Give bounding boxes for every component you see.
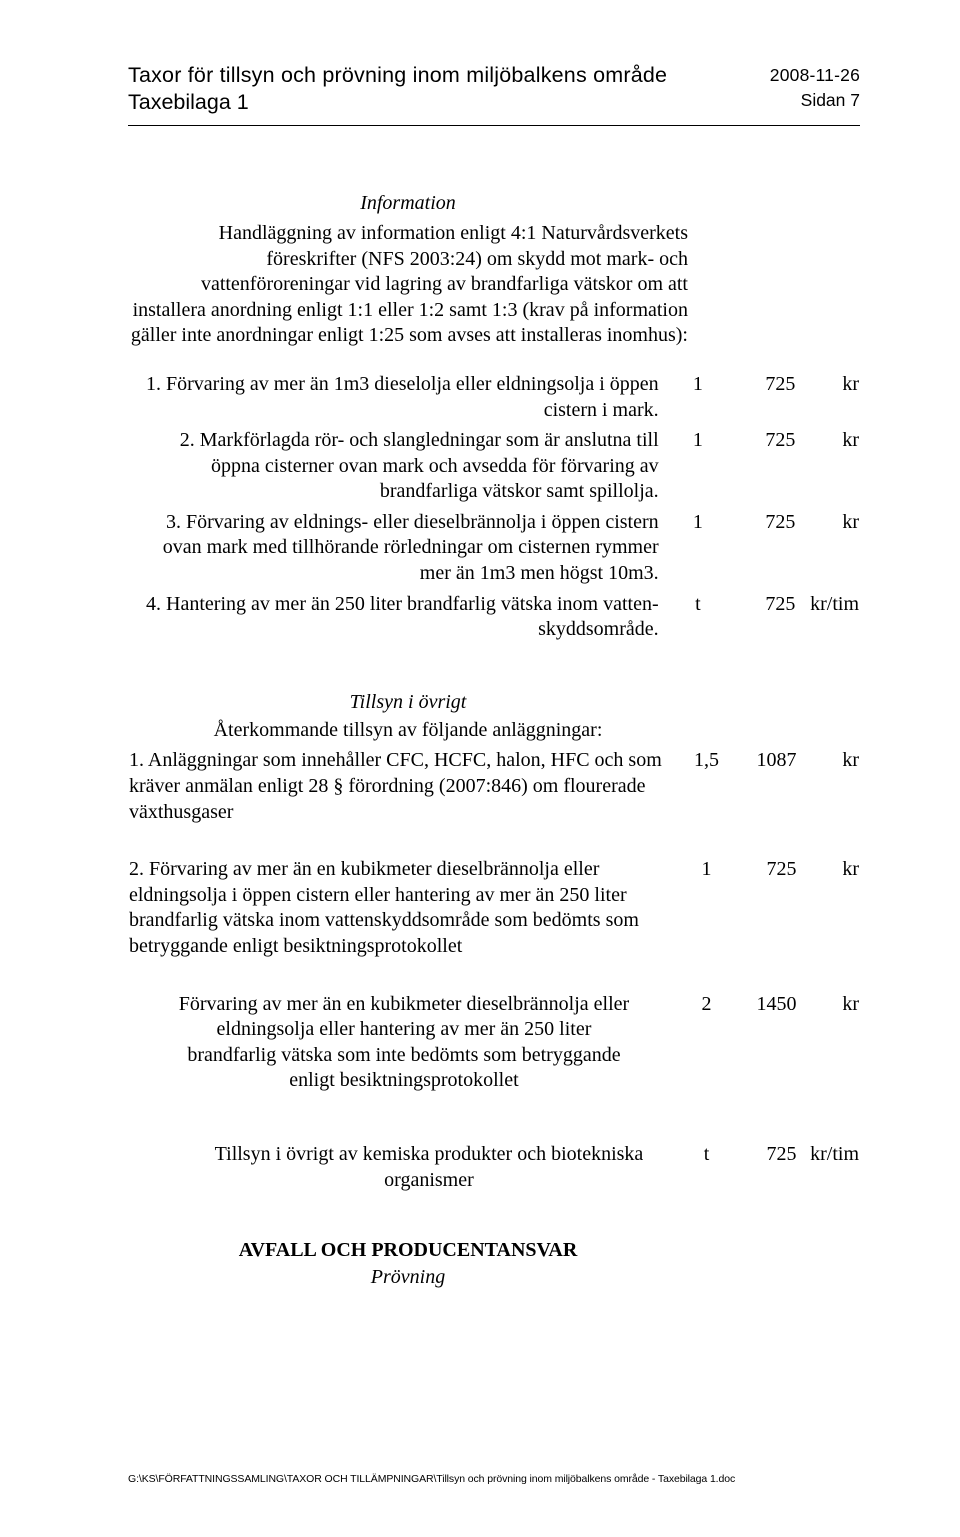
row-qty: 1	[669, 371, 728, 427]
row-text: 2. Markförlagda rör- och slangledningar …	[128, 427, 669, 509]
row-qty: t	[669, 591, 728, 647]
section-heading-tillsyn: Tillsyn i övrigt	[128, 691, 688, 714]
row-unit: kr	[798, 991, 860, 1098]
row-text: Förvaring av mer än en kubikmeter diesel…	[128, 991, 680, 1098]
row-amount: 725	[727, 427, 796, 509]
page-number: Sidan 7	[801, 90, 860, 111]
row-qty: t	[680, 1141, 733, 1197]
row-unit: kr	[796, 371, 860, 427]
table-row: 1. Anläggningar som innehåller CFC, HCFC…	[128, 747, 860, 829]
header-rule	[128, 125, 860, 126]
row-qty: 1,5	[680, 747, 733, 829]
row-amount: 725	[733, 1141, 797, 1197]
footer-path: G:\KS\FÖRFATTNINGSSAMLING\TAXOR OCH TILL…	[128, 1473, 735, 1485]
doc-date: 2008-11-26	[770, 62, 860, 86]
row-text: 1. Anläggningar som innehåller CFC, HCFC…	[128, 747, 680, 829]
doc-subtitle: Taxebilaga 1	[128, 90, 249, 115]
table-row: 3. Förvaring av eldnings- eller dieselbr…	[128, 509, 860, 591]
table-row: 4. Hantering av mer än 250 liter brandfa…	[128, 591, 860, 647]
row-qty: 1	[669, 509, 728, 591]
intro-paragraph: Handläggning av information enligt 4:1 N…	[128, 221, 688, 349]
row-text: Tillsyn i övrigt av kemiska produkter oc…	[128, 1141, 680, 1197]
doc-title: Taxor för tillsyn och prövning inom milj…	[128, 62, 667, 90]
section-heading-provning: Prövning	[128, 1266, 688, 1289]
row-qty: 1	[680, 856, 733, 963]
table-row: 1. Förvaring av mer än 1m3 dieselolja el…	[128, 371, 860, 427]
section-heading-avfall: AVFALL OCH PRODUCENTANSVAR	[128, 1239, 688, 1262]
row-text: 4. Hantering av mer än 250 liter brandfa…	[128, 591, 669, 647]
row-text: 3. Förvaring av eldnings- eller dieselbr…	[128, 509, 669, 591]
table-row: 2. Markförlagda rör- och slangledningar …	[128, 427, 860, 509]
row-amount: 725	[727, 371, 796, 427]
row-amount: 1087	[733, 747, 797, 829]
row-unit: kr	[796, 427, 860, 509]
row-unit: kr	[796, 509, 860, 591]
row-amount: 725	[727, 591, 796, 647]
row-text: 2. Förvaring av mer än en kubikmeter die…	[128, 856, 680, 963]
row-unit: kr/tim	[798, 1141, 860, 1197]
row-unit: kr/tim	[796, 591, 860, 647]
row-qty: 1	[669, 427, 728, 509]
fees-table-2: 1. Anläggningar som innehåller CFC, HCFC…	[128, 747, 860, 1197]
row-unit: kr	[798, 747, 860, 829]
table-row: Tillsyn i övrigt av kemiska produkter oc…	[128, 1141, 860, 1197]
section-heading-information: Information	[128, 192, 688, 215]
row-amount: 1450	[733, 991, 797, 1098]
row-amount: 725	[727, 509, 796, 591]
table-row: 2. Förvaring av mer än en kubikmeter die…	[128, 856, 860, 963]
row-text: 1. Förvaring av mer än 1m3 dieselolja el…	[128, 371, 669, 427]
section2-subline: Återkommande tillsyn av följande anläggn…	[128, 718, 688, 744]
table-row: Förvaring av mer än en kubikmeter diesel…	[128, 991, 860, 1098]
fees-table-1: 1. Förvaring av mer än 1m3 dieselolja el…	[128, 371, 860, 647]
row-qty: 2	[680, 991, 733, 1098]
row-amount: 725	[733, 856, 797, 963]
row-unit: kr	[798, 856, 860, 963]
